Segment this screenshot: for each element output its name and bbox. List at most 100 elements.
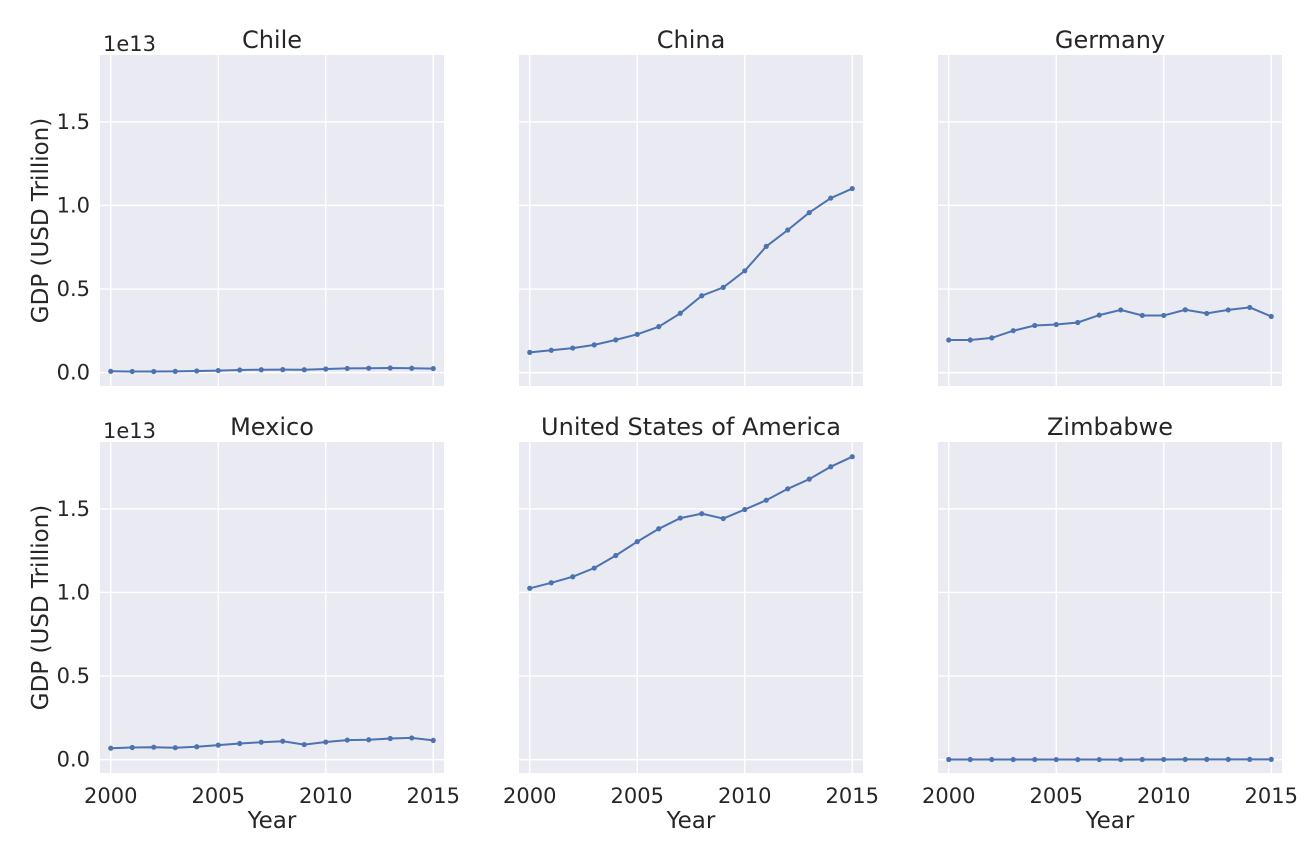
- x-tick-label: 2005: [1030, 784, 1083, 808]
- data-point: [849, 185, 855, 192]
- data-point: [946, 756, 952, 763]
- panel-title: Zimbabwe: [1047, 413, 1173, 441]
- data-point: [1075, 756, 1081, 763]
- data-point: [591, 565, 597, 571]
- data-point: [742, 506, 748, 513]
- x-tick-label: 2010: [718, 784, 771, 808]
- data-point: [806, 210, 812, 216]
- y-offset-text: 1e13: [103, 419, 156, 443]
- data-point: [699, 293, 705, 299]
- panel-title: United States of America: [541, 413, 841, 441]
- data-point: [785, 486, 791, 492]
- y-tick-label: 0.5: [57, 664, 90, 688]
- data-point: [409, 365, 415, 371]
- data-point: [129, 744, 135, 751]
- data-point: [172, 368, 178, 374]
- data-point: [301, 367, 307, 373]
- data-point: [677, 515, 683, 521]
- data-point: [634, 539, 640, 545]
- data-point: [151, 368, 157, 375]
- data-point: [1053, 321, 1059, 328]
- series-line: [529, 455, 853, 590]
- data-point: [215, 367, 221, 374]
- data-point: [613, 337, 619, 343]
- data-point: [720, 284, 726, 290]
- data-point: [280, 738, 286, 744]
- y-offset-text: 1e13: [103, 32, 156, 56]
- panel-mexico: Mexico 0.0 0.5 1.0 1.5 1e13 GDP (USD Trillion)…: [28, 413, 460, 834]
- data-point: [1096, 756, 1102, 763]
- data-point: [1225, 307, 1231, 313]
- data-point: [763, 497, 769, 503]
- data-point: [1032, 322, 1038, 329]
- data-point: [591, 342, 597, 348]
- data-point: [108, 368, 114, 374]
- series-line: [110, 366, 434, 373]
- x-tick-label: 2000: [84, 784, 137, 808]
- data-point: [1204, 310, 1210, 317]
- data-point: [989, 756, 995, 763]
- data-point: [237, 367, 243, 373]
- data-point: [1268, 756, 1274, 762]
- data-point: [323, 739, 329, 745]
- x-tick-label: 2005: [611, 784, 664, 808]
- y-tick-label: 0.0: [57, 748, 90, 772]
- data-point: [172, 745, 178, 751]
- data-point: [656, 324, 662, 330]
- data-point: [194, 368, 200, 374]
- data-point: [1139, 312, 1145, 319]
- data-point: [366, 737, 372, 743]
- data-point: [1204, 756, 1210, 762]
- data-point: [1161, 756, 1167, 763]
- data-point: [548, 347, 554, 353]
- plot-background: [100, 55, 444, 386]
- x-axis-label: Year: [247, 808, 297, 834]
- panel-chile: Chile 0.0 0.5 1.0 1.5 1e13 GDP (USD Trillion): [28, 26, 444, 386]
- x-tick-label: 2005: [192, 784, 245, 808]
- plot-background: [519, 55, 863, 386]
- data-point: [1032, 756, 1038, 763]
- panel-title: Germany: [1055, 26, 1165, 54]
- panel-zimbabwe: Zimbabwe 2000 2005 2010 2015 Year: [922, 413, 1298, 834]
- x-tick-label: 2015: [1245, 784, 1298, 808]
- data-point: [527, 585, 533, 591]
- panel-germany: Germany: [938, 26, 1282, 386]
- x-axis-label: Year: [1085, 808, 1135, 834]
- data-point: [785, 227, 791, 233]
- data-point: [323, 366, 329, 372]
- data-point: [344, 737, 350, 743]
- x-axis-label: Year: [666, 808, 716, 834]
- data-point: [1247, 756, 1253, 762]
- series-line: [948, 306, 1272, 341]
- data-point: [258, 367, 264, 373]
- panel-title: China: [657, 26, 726, 54]
- x-tick-label: 2015: [826, 784, 879, 808]
- y-tick-label: 1.5: [57, 497, 90, 521]
- panel-united-states-of-america: United States of America 2000 2005 2010 2015…: [503, 413, 879, 834]
- data-point: [1161, 312, 1167, 319]
- data-point: [280, 367, 286, 373]
- x-tick-label: 2000: [503, 784, 556, 808]
- data-point: [828, 195, 834, 201]
- data-point: [967, 337, 973, 343]
- data-point: [570, 574, 576, 580]
- x-tick-label: 2010: [299, 784, 352, 808]
- data-point: [720, 515, 726, 522]
- data-point: [634, 331, 640, 337]
- data-point: [989, 335, 995, 341]
- data-point: [344, 365, 350, 372]
- data-point: [387, 735, 393, 742]
- data-point: [258, 739, 264, 745]
- data-point: [1182, 756, 1188, 763]
- data-point: [527, 349, 533, 355]
- data-point: [129, 368, 135, 375]
- x-tick-label: 2015: [407, 784, 460, 808]
- data-point: [742, 268, 748, 274]
- data-point: [1268, 313, 1274, 320]
- series-line: [529, 187, 853, 354]
- data-point: [1096, 312, 1102, 318]
- data-point: [430, 737, 436, 743]
- plot-background: [100, 442, 444, 773]
- data-point: [677, 310, 683, 316]
- y-tick-label: 1.0: [57, 193, 90, 217]
